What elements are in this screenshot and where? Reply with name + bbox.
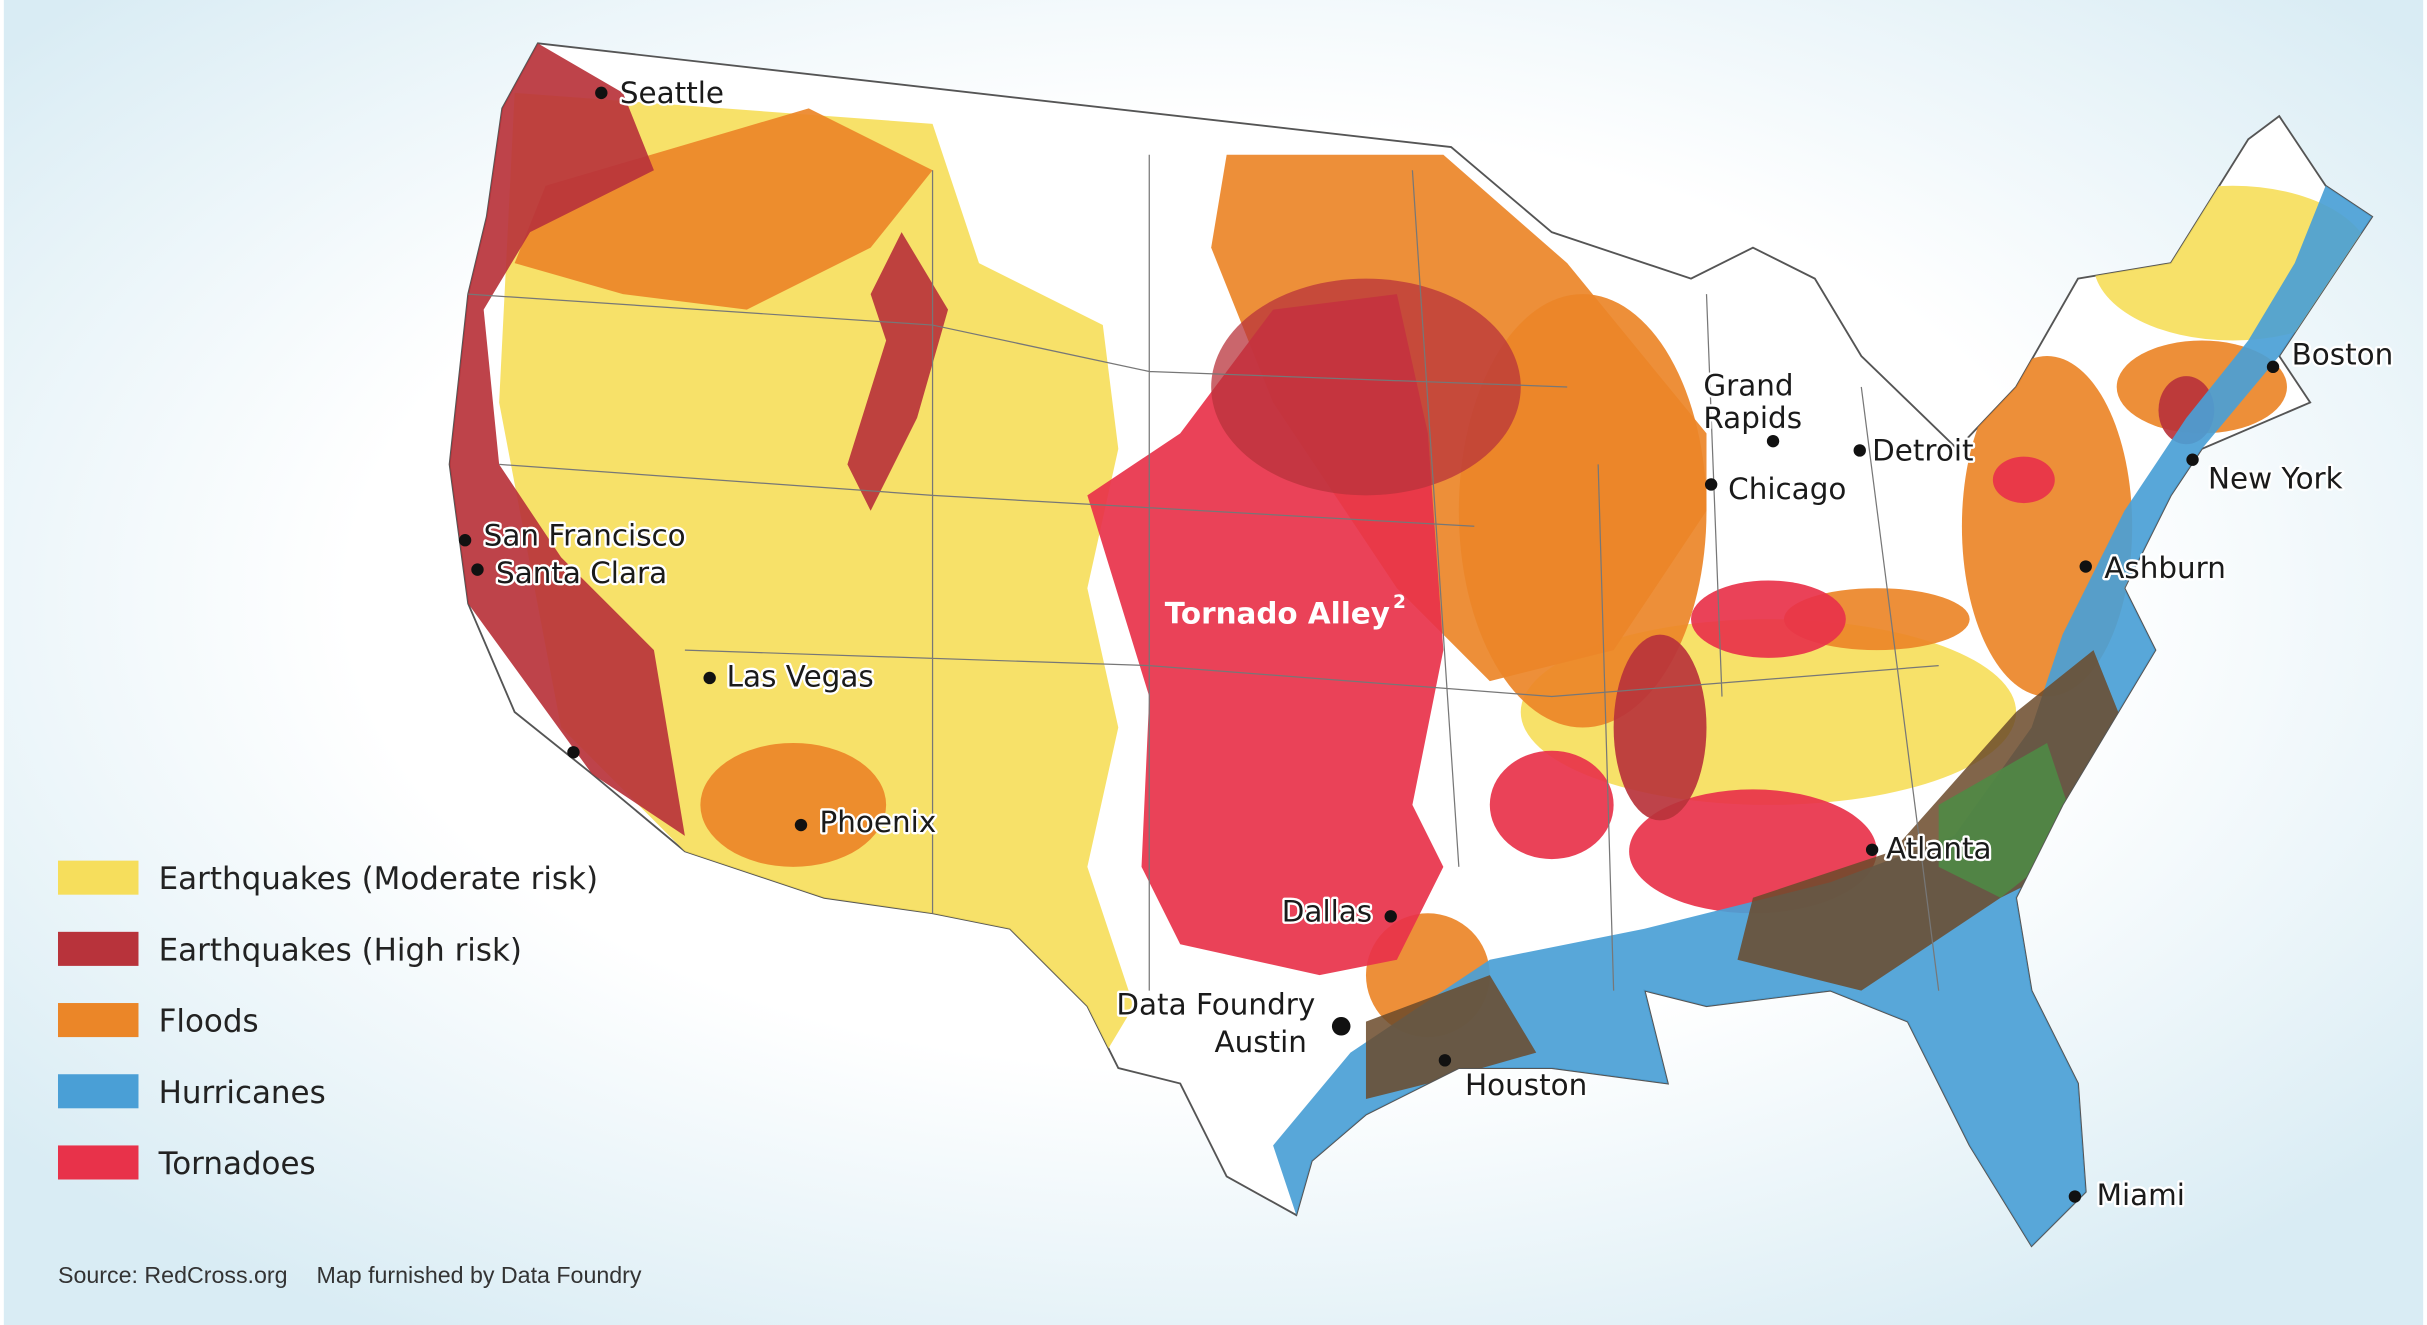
city-dot	[1865, 843, 1879, 856]
city-labels: Seattle San Francisco Santa Clara Las Ve…	[481, 74, 2395, 1215]
city-label: Austin	[1214, 1025, 1306, 1059]
legend-swatch	[57, 931, 139, 966]
legend: Earthquakes (Moderate risk) Earthquakes (…	[57, 860, 598, 1182]
legend-swatch	[57, 860, 139, 895]
city-dot	[1438, 1054, 1452, 1067]
annotation-sup: 2	[1393, 592, 1406, 613]
city-dot	[2079, 560, 2092, 573]
city-label: Santa Clara	[496, 556, 667, 590]
city-dot	[1331, 1016, 1351, 1036]
legend-label: Floods	[159, 1004, 259, 1040]
city-dot	[595, 86, 608, 100]
source: Source: RedCross.org	[58, 1262, 288, 1288]
city-label: Boston	[2292, 338, 2394, 372]
zone	[1613, 634, 1707, 821]
city-dot	[471, 563, 484, 576]
city-dot	[794, 818, 808, 832]
zone	[1489, 750, 1614, 860]
city-dot	[1766, 434, 1780, 448]
zone-overlap	[1365, 975, 1537, 1100]
zone-overlap	[1737, 650, 2125, 991]
zone	[1992, 456, 2055, 504]
city-label: Houston	[1465, 1068, 1587, 1102]
city-label: Rapids	[1703, 401, 1802, 435]
state-borders	[468, 154, 1940, 991]
city-label: Grand	[1703, 368, 1793, 402]
city-label: Dallas	[1282, 895, 1372, 929]
zone	[499, 92, 1134, 1084]
city-label: New York	[2208, 461, 2343, 495]
city-label: Ashburn	[2104, 551, 2226, 585]
city-dot	[1704, 478, 1718, 491]
city-dot	[2186, 453, 2199, 466]
zone	[700, 742, 887, 867]
city-label: Seattle	[620, 76, 724, 110]
city-dot	[458, 534, 472, 547]
city-dot	[567, 746, 580, 759]
city-dot	[1853, 444, 1866, 457]
zone	[1458, 294, 1707, 728]
city-label: Atlanta	[1886, 831, 1992, 865]
city-dot	[703, 671, 716, 685]
city-label: Data Foundry	[1116, 988, 1315, 1022]
zone	[514, 108, 933, 310]
city-dots	[458, 86, 2280, 1203]
hazard-zones	[449, 43, 2373, 1247]
city-dot	[2068, 1190, 2082, 1203]
annotation: Tornado Alley 2	[1165, 592, 1406, 630]
legend-swatch	[57, 1074, 139, 1109]
city-label: San Francisco	[484, 519, 686, 553]
zone	[1211, 278, 1521, 496]
city-label: Phoenix	[820, 805, 937, 839]
legend-label: Earthquakes (High risk)	[159, 932, 522, 968]
city-dot	[1384, 910, 1397, 923]
city-dot	[2266, 360, 2280, 374]
legend-swatch	[57, 1003, 139, 1038]
zone	[1273, 185, 2373, 1247]
zone	[449, 43, 685, 836]
annotation-text: Tornado Alley	[1165, 596, 1390, 630]
legend-label: Hurricanes	[159, 1075, 326, 1111]
city-label: Miami	[2097, 1178, 2185, 1212]
credit: Map furnished by Data Foundry	[316, 1262, 641, 1288]
legend-swatch	[57, 1145, 139, 1180]
city-label: Detroit	[1872, 433, 1973, 467]
legend-label: Earthquakes (Moderate risk)	[159, 861, 598, 897]
city-label: Las Vegas	[727, 659, 874, 693]
city-label: Chicago	[1728, 472, 1846, 506]
legend-label: Tornadoes	[158, 1146, 316, 1182]
zone	[1691, 580, 1846, 658]
zone	[847, 232, 949, 511]
